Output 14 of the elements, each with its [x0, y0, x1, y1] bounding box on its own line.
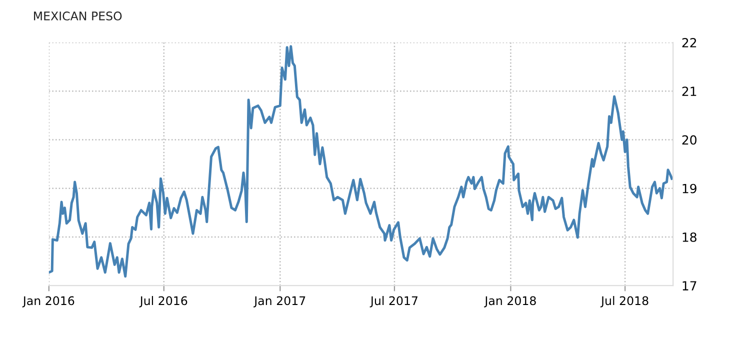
- y-tick-label: 21: [682, 86, 696, 96]
- y-tick-label: 18: [682, 232, 696, 242]
- x-tick-label: Jan 2017: [254, 296, 306, 308]
- x-tick-label: Jul 2016: [139, 296, 188, 308]
- y-tick-label: 17: [682, 281, 696, 290]
- x-tick-label: Jul 2017: [370, 296, 418, 308]
- y-tick-label: 20: [682, 135, 696, 145]
- y-tick-label: 19: [682, 184, 696, 194]
- y-tick-label: 22: [682, 38, 696, 48]
- chart-title: MEXICAN PESO: [34, 11, 122, 20]
- x-tick-label: Jul 2018: [600, 296, 648, 308]
- x-tick-label: Jan 2018: [484, 296, 536, 308]
- line-series: [48, 45, 674, 278]
- x-tick-label: Jan 2016: [22, 296, 74, 308]
